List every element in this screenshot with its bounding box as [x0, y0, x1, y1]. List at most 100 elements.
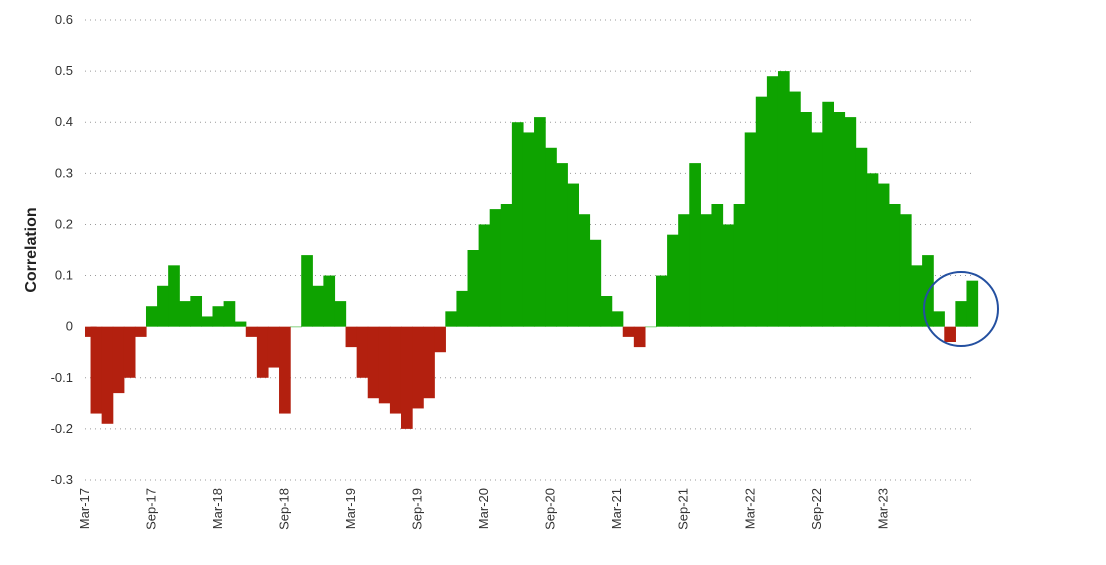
area-segment: [190, 296, 203, 327]
area-segment: [301, 255, 313, 327]
area-segment: [345, 326, 358, 348]
area-segment: [944, 326, 956, 342]
area-segment: [534, 117, 546, 327]
area-segment: [611, 311, 624, 327]
y-axis-ticks: -0.3 -0.2 -0.1 0 0.1 0.2 0.3 0.4 0.5 0.6: [51, 12, 73, 487]
area-segment: [589, 239, 602, 327]
area-segment: [789, 91, 801, 327]
y-axis-title: Correlation: [23, 207, 40, 292]
area-segment: [489, 209, 502, 327]
x-tick-label: Mar-17: [77, 488, 92, 529]
area-segment: [290, 326, 302, 328]
area-segment: [90, 326, 103, 414]
x-tick-label: Mar-20: [476, 488, 491, 529]
area-segment: [312, 285, 324, 327]
area-segment: [112, 326, 125, 394]
area-segment: [256, 326, 269, 378]
area-segment: [434, 326, 446, 353]
area-segment: [123, 326, 136, 378]
x-tick-label: Sep-18: [277, 488, 292, 530]
area-segment: [678, 214, 690, 327]
area-segment: [766, 76, 779, 327]
area-segment: [711, 204, 724, 327]
x-tick-label: Mar-23: [875, 488, 890, 529]
y-tick-label: 0.5: [55, 63, 73, 78]
area-segment: [478, 224, 491, 327]
y-tick-label: 0.4: [55, 114, 73, 129]
area-segment: [888, 204, 901, 327]
area-segment: [556, 163, 568, 327]
area-segment: [733, 204, 746, 327]
y-tick-label: 0.3: [55, 165, 73, 180]
area-segment: [545, 147, 557, 327]
area-segment: [179, 301, 191, 327]
area-segment: [600, 296, 613, 327]
area-segment: [456, 290, 469, 327]
area-segment: [245, 326, 258, 337]
area-segment: [267, 326, 280, 368]
area-segment: [656, 275, 668, 327]
area-segment: [755, 96, 768, 327]
area-segment: [134, 326, 147, 337]
area-segment: [955, 301, 968, 327]
highlight-circle: [923, 271, 999, 347]
area-segment: [412, 326, 424, 409]
x-tick-label: Mar-22: [742, 488, 757, 529]
area-segment: [833, 112, 846, 327]
area-segment: [744, 132, 757, 327]
area-segment: [800, 112, 812, 327]
area-segment: [877, 183, 890, 327]
area-segment: [689, 163, 701, 327]
correlation-area: [85, 71, 979, 429]
area-segment: [445, 311, 458, 327]
x-tick-label: Sep-22: [809, 488, 824, 530]
y-tick-label: -0.1: [51, 370, 73, 385]
y-tick-label: 0.1: [55, 268, 73, 283]
area-segment: [356, 326, 369, 378]
area-segment: [511, 122, 524, 327]
area-segment: [567, 183, 579, 327]
x-tick-label: Sep-17: [144, 488, 159, 530]
area-segment: [323, 275, 336, 327]
area-segment: [855, 147, 868, 327]
area-segment: [168, 265, 180, 327]
area-segment: [722, 224, 735, 327]
x-tick-label: Mar-19: [343, 488, 358, 529]
y-tick-label: 0: [66, 319, 73, 334]
area-segment: [279, 326, 291, 414]
area-segment: [500, 204, 513, 327]
area-segment: [400, 326, 413, 429]
area-segment: [822, 101, 835, 327]
area-segment: [201, 316, 214, 327]
area-segment: [522, 132, 535, 327]
y-tick-label: -0.2: [51, 421, 73, 436]
area-segment: [911, 265, 923, 327]
area-segment: [157, 285, 169, 327]
area-segment: [367, 326, 380, 399]
x-tick-label: Sep-20: [543, 488, 558, 530]
x-tick-label: Sep-19: [410, 488, 425, 530]
area-segment: [777, 71, 790, 327]
x-axis-ticks: Mar-17 Sep-17 Mar-18 Sep-18 Mar-19 Sep-19 Mar-…: [77, 488, 890, 530]
area-segment: [811, 132, 823, 327]
x-tick-label: Mar-18: [210, 488, 225, 529]
area-segment: [899, 214, 912, 327]
area-segment: [622, 326, 635, 337]
area-segment: [145, 306, 158, 327]
area-segment: [467, 250, 480, 327]
area-segment: [966, 280, 979, 327]
area-segment: [578, 214, 591, 327]
area-segment: [378, 326, 391, 404]
area-segment: [334, 301, 347, 327]
y-tick-label: -0.3: [51, 472, 73, 487]
y-tick-label: 0.2: [55, 216, 73, 231]
area-segment: [101, 326, 114, 424]
area-segment: [212, 306, 225, 327]
area-segment: [644, 326, 657, 328]
area-segment: [866, 173, 879, 327]
x-tick-label: Sep-21: [676, 488, 691, 530]
area-segment: [700, 214, 713, 327]
x-tick-label: Mar-21: [609, 488, 624, 529]
area-segment: [223, 301, 236, 327]
